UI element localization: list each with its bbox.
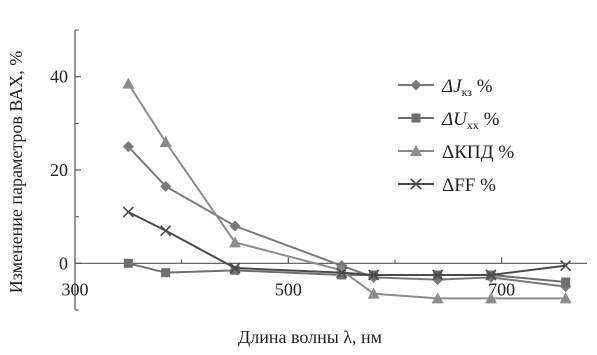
series-triangle <box>122 77 572 304</box>
data-point-triangle <box>431 292 444 304</box>
legend-label: ΔUхх % <box>441 109 500 132</box>
data-point-x <box>229 262 241 274</box>
data-point-x-stroke <box>160 225 172 237</box>
data-point-diamond <box>160 180 172 192</box>
series-line <box>127 145 566 288</box>
data-point-triangle <box>410 145 422 156</box>
data-point-x <box>560 260 572 272</box>
x-axis-title: Длина волны λ, нм <box>238 327 382 347</box>
data-point-x <box>160 225 172 237</box>
data-point-triangle <box>559 292 572 304</box>
data-point-triangle <box>159 136 172 147</box>
data-point-x <box>485 269 497 281</box>
data-point-diamond <box>410 79 422 91</box>
data-point-square <box>123 258 133 268</box>
axes: 0 20 40 300 500 700 <box>50 29 587 311</box>
x-tick-label: 300 <box>62 279 89 299</box>
legend-label: ΔКПД % <box>442 142 514 163</box>
series-group <box>122 77 572 304</box>
data-point-x <box>432 269 444 281</box>
legend-item: ΔКПД % <box>398 142 514 163</box>
data-point-square <box>230 265 240 275</box>
series-line <box>127 83 566 300</box>
data-point-diamond <box>229 220 241 232</box>
legend: ΔJкз % ΔUхх % ΔКПД % ΔFF % <box>398 76 514 196</box>
legend-item: ΔFF % <box>398 175 496 196</box>
series-x <box>122 206 572 281</box>
x-tick-label: 700 <box>488 279 515 299</box>
series-line <box>127 211 566 276</box>
legend-label: ΔJкз % <box>441 76 493 99</box>
data-point-x-stroke <box>229 262 241 274</box>
y-axis-title: Изменение параметров ВАХ, % <box>6 51 26 294</box>
data-point-square <box>161 268 171 278</box>
data-point-x-stroke <box>485 269 497 281</box>
data-point-triangle <box>485 292 497 304</box>
data-point-x <box>122 206 134 218</box>
data-point-diamond <box>122 141 134 153</box>
x-tick-label: 500 <box>275 279 302 299</box>
data-point-square <box>561 277 571 287</box>
data-point-x <box>368 269 380 281</box>
data-point-square <box>411 113 421 123</box>
legend-label: ΔFF % <box>442 175 496 196</box>
series-diamond <box>122 141 572 293</box>
data-point-x-stroke <box>410 178 422 190</box>
data-point-triangle <box>229 236 241 248</box>
data-point-x-stroke <box>336 267 348 279</box>
legend-item: ΔJкз % <box>398 76 493 99</box>
data-point-triangle <box>122 77 135 89</box>
legend-item: ΔUхх % <box>398 109 500 132</box>
y-tick-label: 0 <box>59 253 68 273</box>
data-point-x-stroke <box>368 269 380 281</box>
data-point-x <box>410 178 422 190</box>
data-point-x <box>336 267 348 279</box>
data-point-triangle <box>367 287 380 299</box>
data-point-x-stroke <box>122 206 134 218</box>
data-point-x-stroke <box>432 269 444 281</box>
y-tick-label: 40 <box>50 67 68 87</box>
y-tick-label: 20 <box>50 160 68 180</box>
data-point-x-stroke <box>560 260 572 272</box>
